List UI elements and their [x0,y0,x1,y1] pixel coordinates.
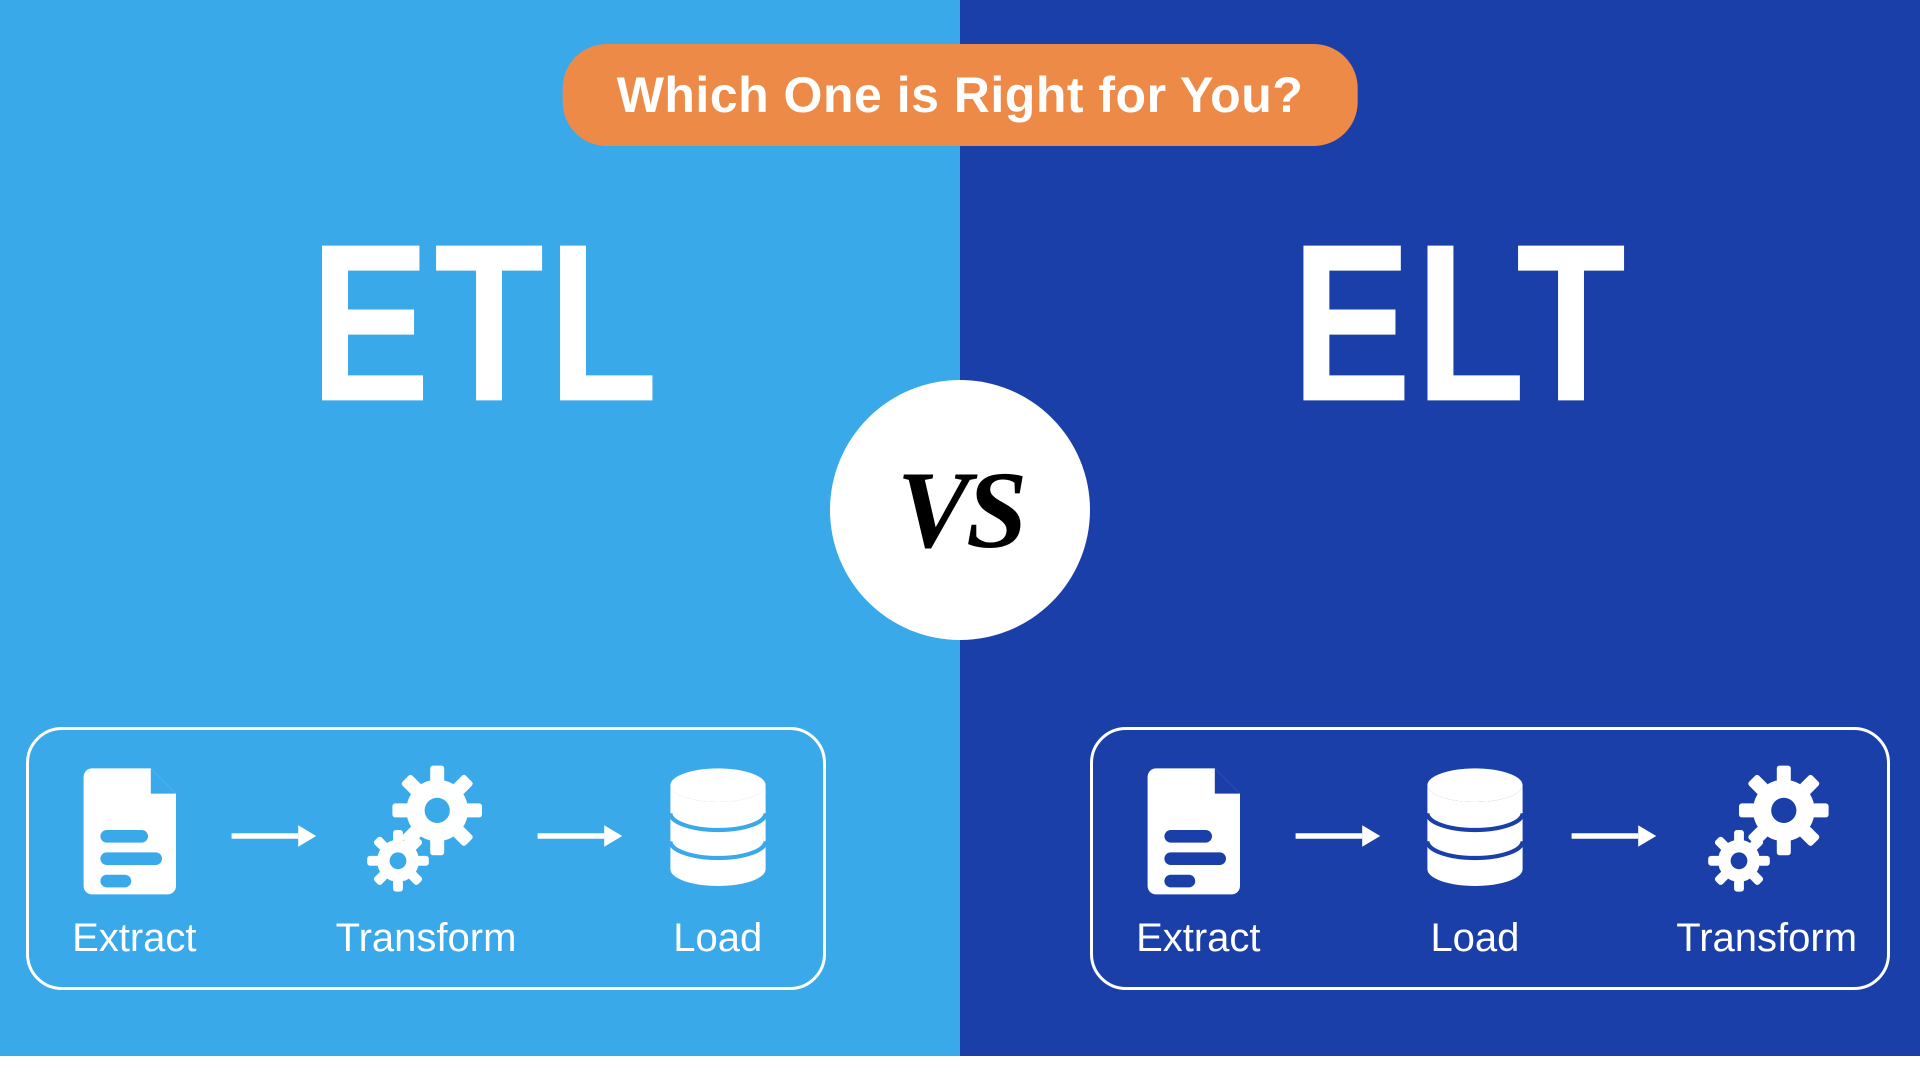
elt-step-1: Extract [1123,760,1274,961]
etl-step-2: Transform [336,760,517,961]
title-text: Which One is Right for You? [617,67,1304,123]
arrow-icon [1292,816,1382,856]
gears-icon [1697,760,1837,900]
elt-step-2: Load [1400,760,1551,961]
elt-step-2-label: Load [1430,916,1519,961]
arrow-icon [228,816,318,856]
vs-text: VS [897,447,1024,574]
title-pill: Which One is Right for You? [563,44,1358,146]
infographic-canvas: Which One is Right for You? ETL ELT VS E… [0,0,1920,1080]
database-icon [648,760,788,900]
arrow-icon [1568,816,1658,856]
gears-icon [356,760,496,900]
etl-step-1-label: Extract [72,916,196,961]
etl-heading: ETL [310,194,662,453]
etl-step-3-label: Load [673,916,762,961]
elt-heading: ELT [1291,194,1630,453]
elt-step-3-label: Transform [1676,916,1857,961]
etl-step-3: Load [642,760,793,961]
etl-flow-box: Extract [26,727,826,990]
document-icon [64,760,204,900]
elt-step-1-label: Extract [1136,916,1260,961]
document-icon [1128,760,1268,900]
database-icon [1405,760,1545,900]
arrow-icon [534,816,624,856]
etl-step-1: Extract [59,760,210,961]
vs-circle: VS [830,380,1090,640]
elt-step-3: Transform [1676,760,1857,961]
etl-step-2-label: Transform [336,916,517,961]
elt-flow-box: Extract Loa [1090,727,1890,990]
